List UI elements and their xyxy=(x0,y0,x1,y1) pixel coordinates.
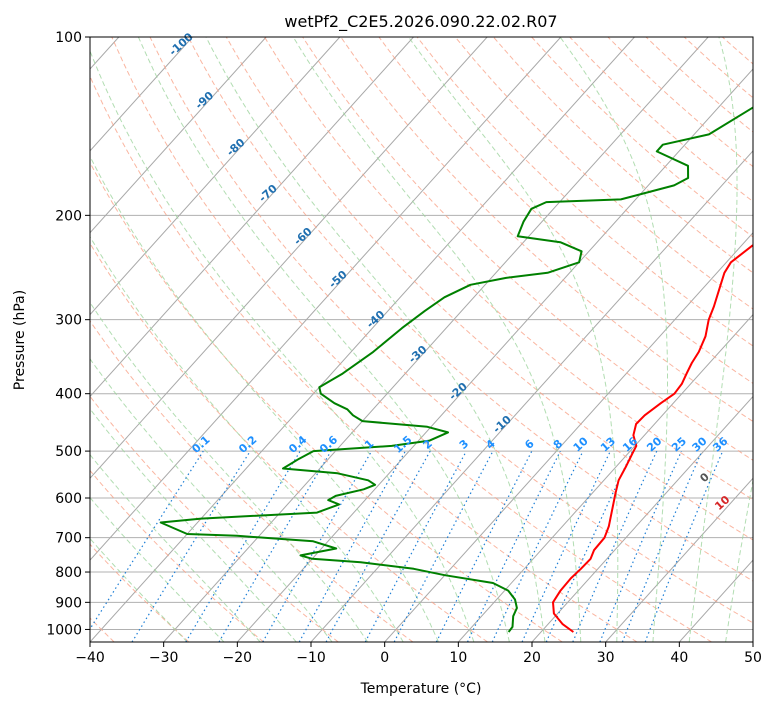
y-tick-label: 1000 xyxy=(46,622,82,638)
x-tick-label: 50 xyxy=(744,650,762,666)
y-tick-label: 600 xyxy=(55,491,82,507)
x-tick-label: 0 xyxy=(380,650,389,666)
x-tick-label: −30 xyxy=(149,650,179,666)
y-tick-label: 300 xyxy=(55,313,82,329)
chart-title: wetPf2_C2E5.2026.090.22.02.R07 xyxy=(284,12,557,32)
x-axis-label: Temperature (°C) xyxy=(360,681,482,697)
x-tick-label: 20 xyxy=(523,650,541,666)
y-tick-label: 800 xyxy=(55,565,82,581)
y-tick-label: 700 xyxy=(55,531,82,547)
x-tick-label: 40 xyxy=(670,650,688,666)
y-tick-label: 900 xyxy=(55,595,82,611)
y-axis-label: Pressure (hPa) xyxy=(12,290,28,390)
x-tick-label: −20 xyxy=(223,650,253,666)
x-tick-label: 10 xyxy=(449,650,467,666)
x-tick-label: −40 xyxy=(75,650,105,666)
x-tick-label: 30 xyxy=(597,650,615,666)
y-tick-label: 400 xyxy=(55,387,82,403)
y-tick-label: 200 xyxy=(55,208,82,224)
y-tick-label: 500 xyxy=(55,444,82,460)
y-tick-label: 100 xyxy=(55,30,82,46)
x-tick-label: −10 xyxy=(296,650,326,666)
